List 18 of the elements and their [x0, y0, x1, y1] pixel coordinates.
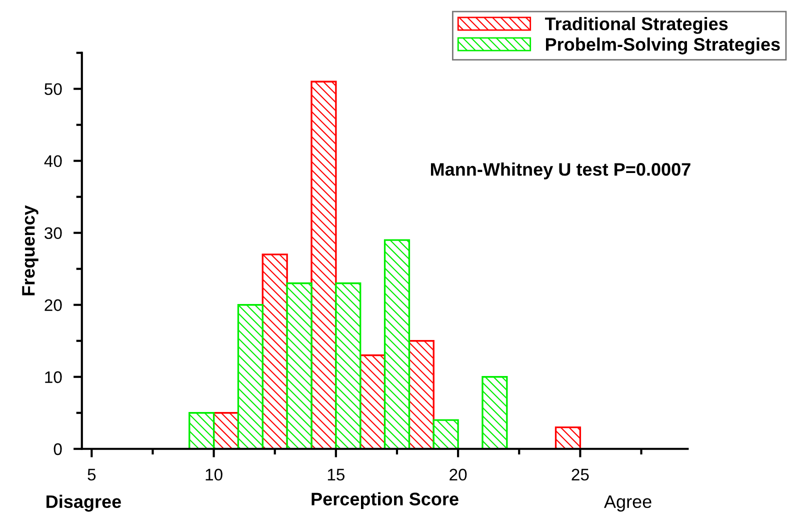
y-tick-label: 50 — [44, 83, 62, 96]
y-tick-label: 40 — [44, 155, 62, 168]
y-axis-title: Frequency — [22, 205, 38, 296]
x-tick-label: 10 — [206, 468, 222, 481]
y-tick-label: 10 — [45, 371, 62, 384]
y-tick-label: 0 — [54, 443, 62, 456]
x-tick-label: 15 — [328, 468, 344, 481]
y-tick-label: 20 — [44, 299, 62, 312]
x-tick-label: 20 — [450, 468, 467, 481]
text: Agree — [604, 495, 652, 512]
legend-label: Traditional Strategies — [544, 17, 728, 34]
y-tick-label: 30 — [44, 227, 62, 240]
x-tick-label: 5 — [88, 468, 96, 481]
text: Disagree — [46, 494, 121, 512]
x-axis-title: Perception Score — [312, 492, 458, 510]
x-tick-label: 25 — [572, 468, 589, 481]
legend-label: Probelm-Solving Strategies — [546, 38, 780, 54]
annotation: Mann-Whitney U test P=0.0007 — [430, 162, 690, 180]
